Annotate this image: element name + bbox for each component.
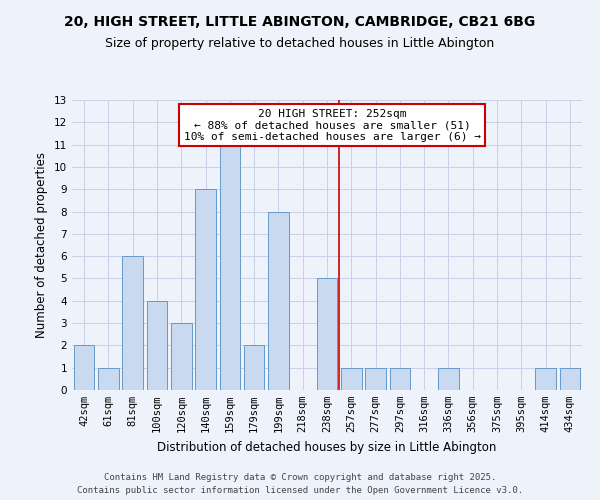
Bar [535, 368, 556, 390]
Text: Size of property relative to detached houses in Little Abington: Size of property relative to detached ho… [106, 38, 494, 51]
Bar [122, 256, 143, 390]
Bar [98, 368, 119, 390]
Bar [220, 144, 240, 390]
X-axis label: Distribution of detached houses by size in Little Abington: Distribution of detached houses by size … [157, 440, 497, 454]
Bar [560, 368, 580, 390]
Bar [365, 368, 386, 390]
Bar [195, 189, 216, 390]
Bar [438, 368, 459, 390]
Bar [341, 368, 362, 390]
Text: 20 HIGH STREET: 252sqm
← 88% of detached houses are smaller (51)
10% of semi-det: 20 HIGH STREET: 252sqm ← 88% of detached… [184, 108, 481, 142]
Text: Contains HM Land Registry data © Crown copyright and database right 2025.
Contai: Contains HM Land Registry data © Crown c… [77, 474, 523, 495]
Bar [244, 346, 265, 390]
Bar [171, 323, 191, 390]
Bar [146, 301, 167, 390]
Bar [74, 346, 94, 390]
Bar [389, 368, 410, 390]
Bar [317, 278, 337, 390]
Bar [268, 212, 289, 390]
Y-axis label: Number of detached properties: Number of detached properties [35, 152, 49, 338]
Text: 20, HIGH STREET, LITTLE ABINGTON, CAMBRIDGE, CB21 6BG: 20, HIGH STREET, LITTLE ABINGTON, CAMBRI… [64, 15, 536, 29]
